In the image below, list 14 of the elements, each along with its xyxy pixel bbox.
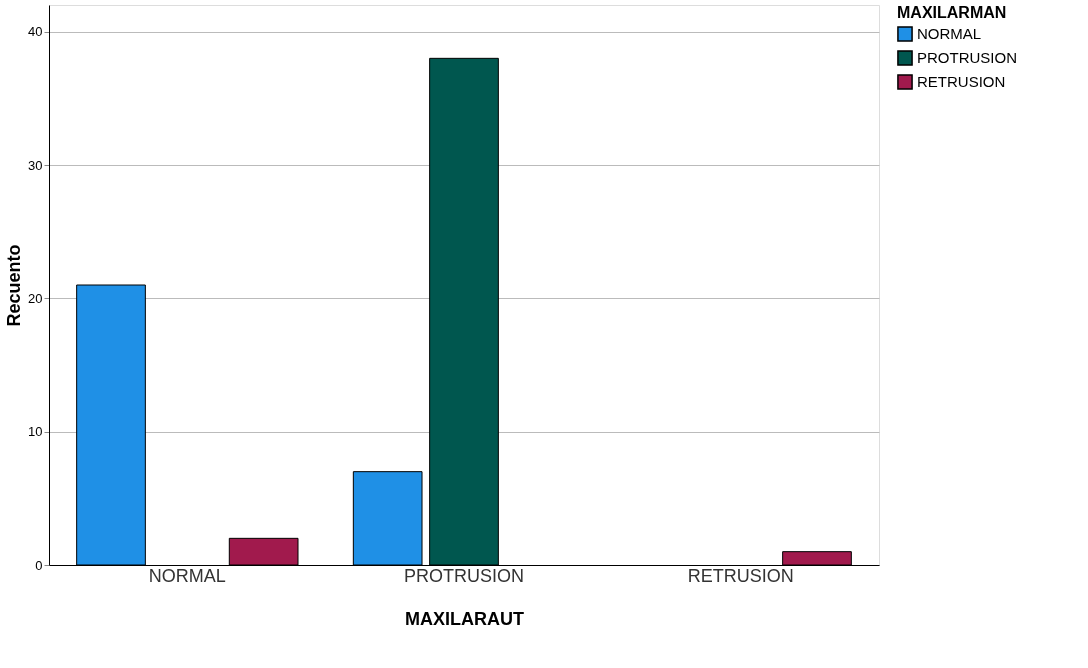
x-axis-title: MAXILARAUT xyxy=(405,608,524,629)
legend-label: PROTRUSION xyxy=(917,49,1018,66)
legend-label: NORMAL xyxy=(917,25,982,42)
x-tick-label: RETRUSION xyxy=(687,565,794,586)
x-tick-label: PROTRUSION xyxy=(403,565,525,586)
y-tick-label: 10 xyxy=(28,424,43,440)
y-tick-label: 0 xyxy=(35,557,43,573)
legend-title: MAXILARMAN xyxy=(897,4,1007,21)
y-tick-label: 20 xyxy=(28,290,43,306)
y-tick-label: 30 xyxy=(28,157,43,173)
x-tick-label: NORMAL xyxy=(148,565,226,586)
y-axis-title: Recuento xyxy=(4,244,25,327)
y-tick-label: 40 xyxy=(28,24,43,40)
legend-label: RETRUSION xyxy=(917,73,1006,90)
